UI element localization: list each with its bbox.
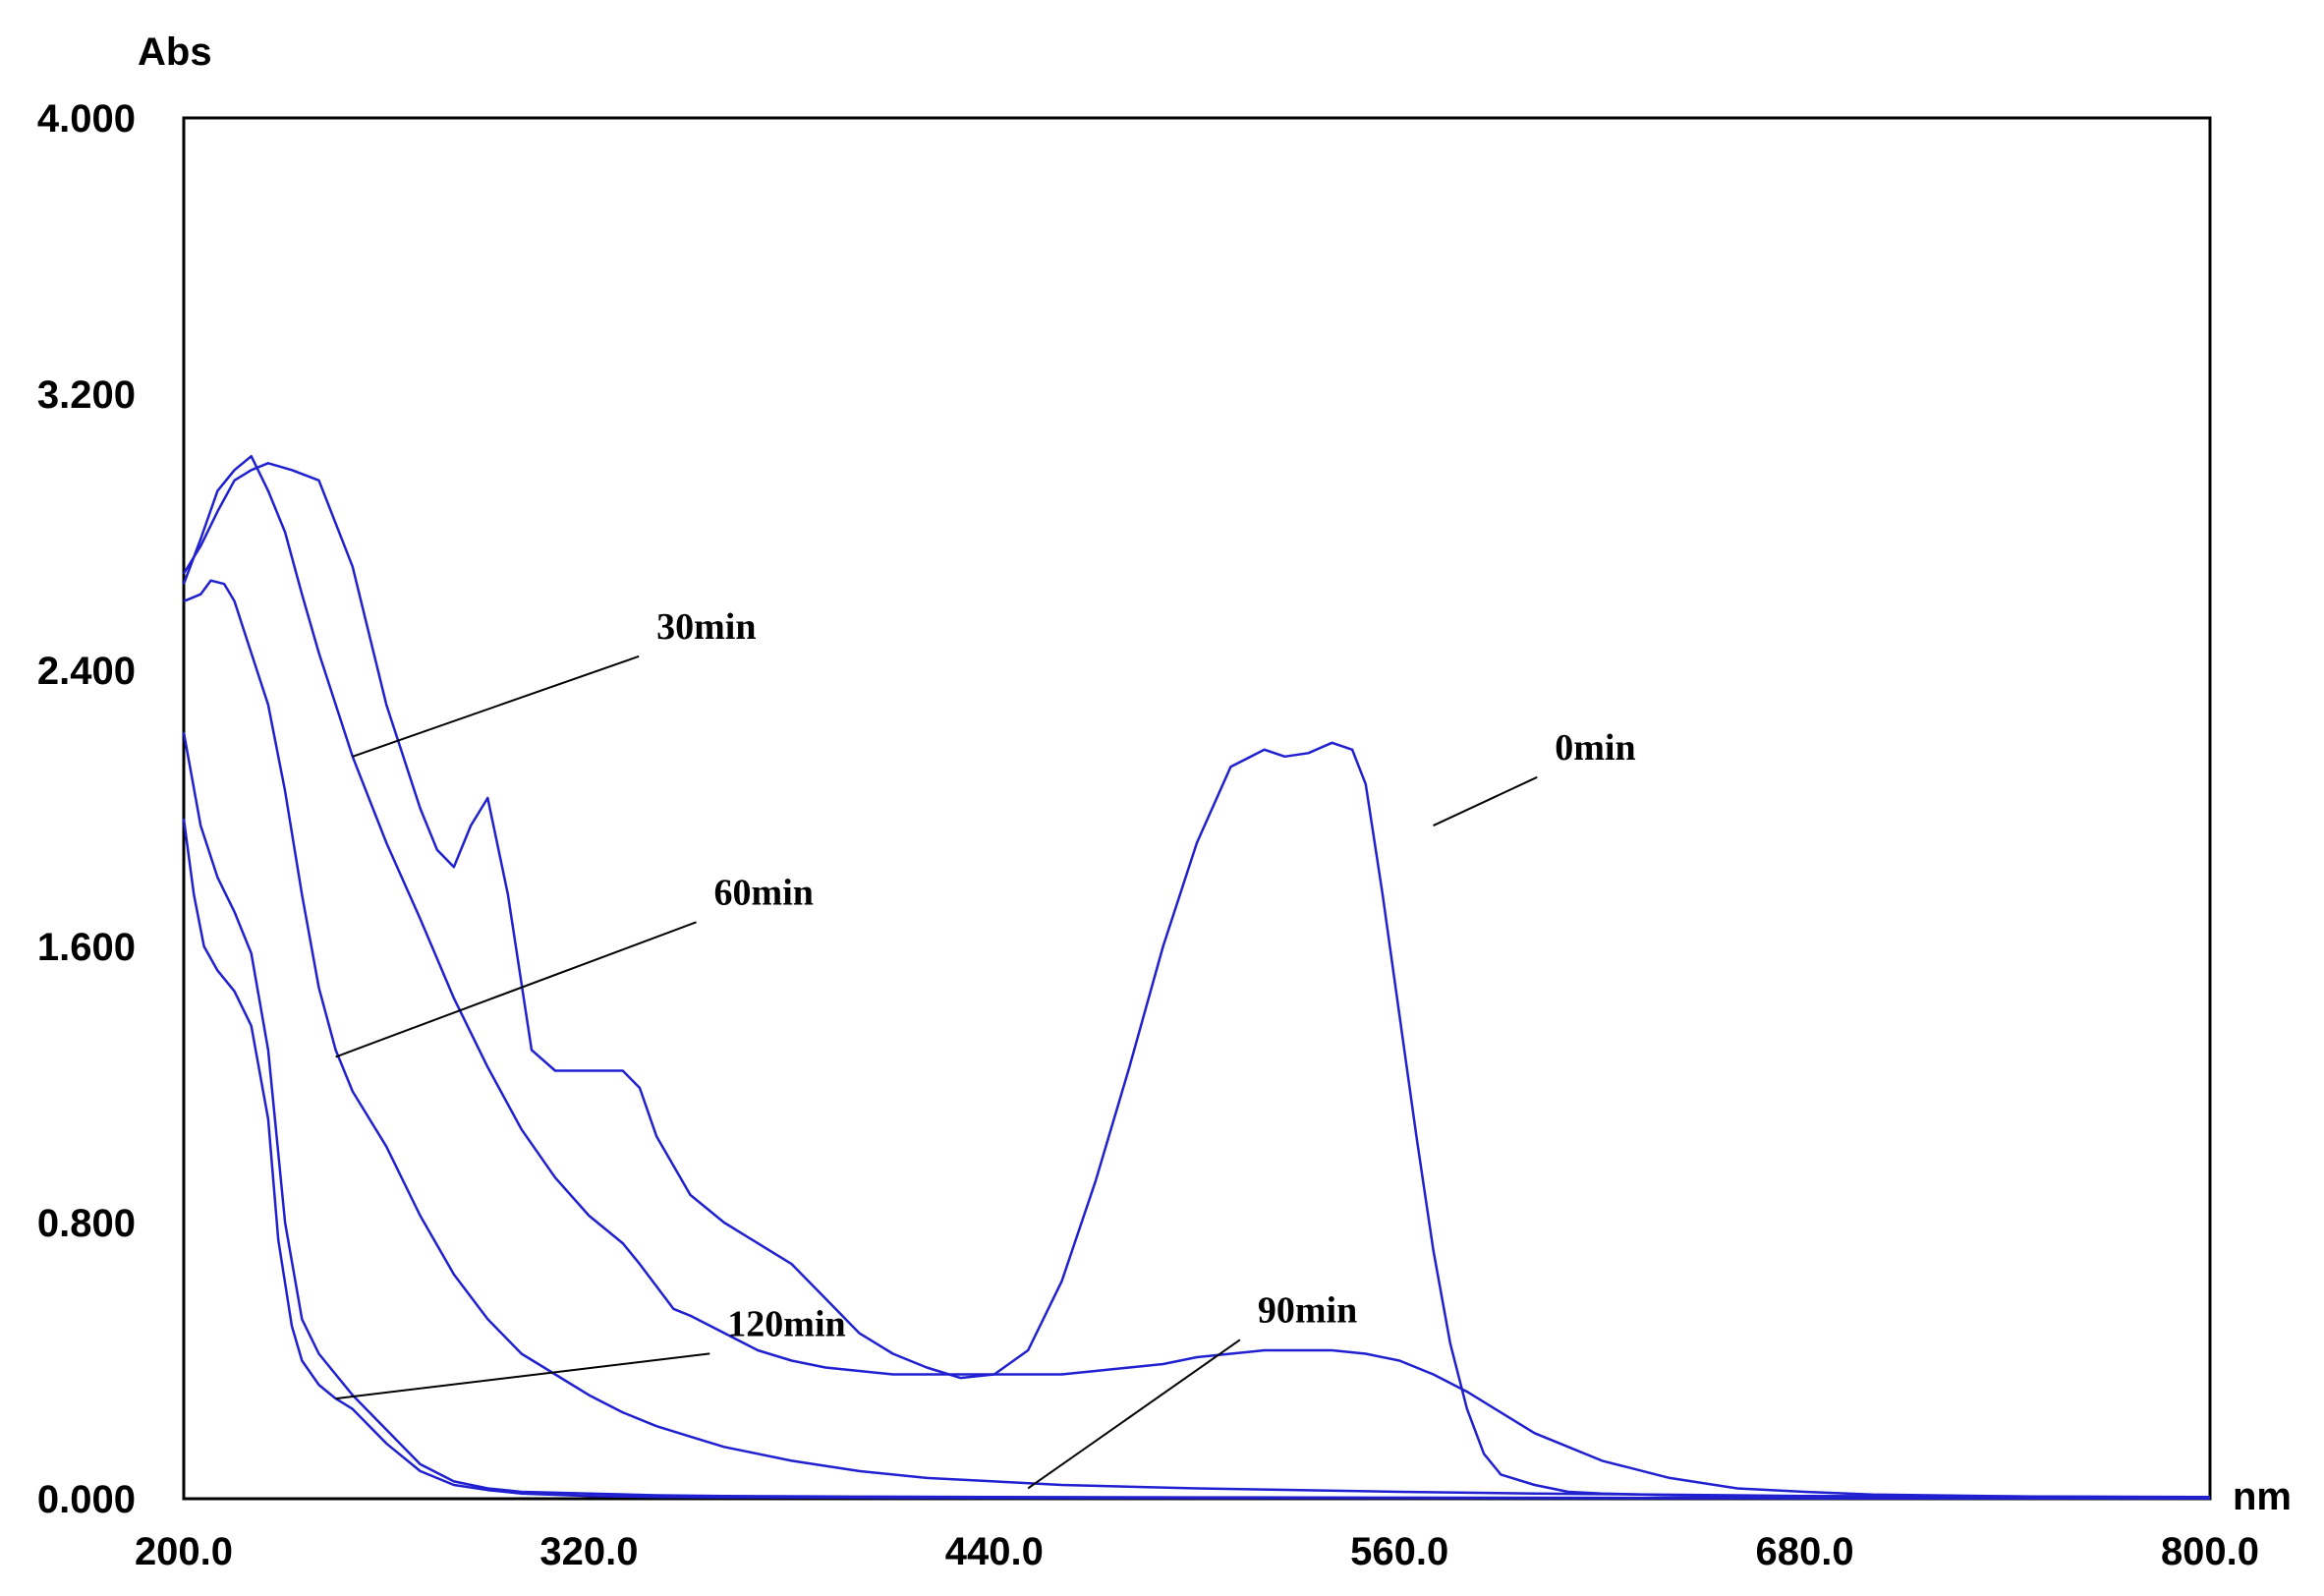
annotation-leader-line <box>1433 775 1538 826</box>
series-line-120min <box>182 818 2210 1500</box>
series-layer <box>182 454 2211 1500</box>
y-tick-label: 0.800 <box>37 1202 136 1245</box>
tick-label-layer: 200.0 320.0 440.0 560.0 680.0 800.0 0.000 0.800… <box>37 97 2259 1573</box>
series-line-60min <box>183 579 2211 1499</box>
annotation-label: 60min <box>714 872 814 913</box>
annotation-layer: 30min 60min 120min 90min 0min <box>335 606 1636 1490</box>
x-tick-label: 200.0 <box>135 1530 233 1573</box>
annotation-label: 120min <box>727 1303 845 1344</box>
annotation-leader-line <box>1027 1339 1241 1490</box>
x-tick-label: 680.0 <box>1756 1530 1854 1573</box>
series-line-0min <box>182 462 2211 1500</box>
y-axis-label: Abs <box>138 30 212 74</box>
x-tick-label: 560.0 <box>1350 1530 1448 1573</box>
annotation-leader-line <box>335 921 697 1058</box>
x-tick-label: 440.0 <box>945 1530 1044 1573</box>
x-tick-label: 320.0 <box>539 1530 638 1573</box>
y-tick-label: 0.000 <box>37 1478 136 1521</box>
series-line-30min <box>182 454 2211 1499</box>
annotation-leader-line <box>335 1352 710 1400</box>
x-axis-label: nm <box>2233 1475 2292 1518</box>
y-tick-label: 1.600 <box>37 926 136 969</box>
annotation-label: 90min <box>1258 1289 1357 1331</box>
y-tick-label: 2.400 <box>37 650 136 693</box>
y-tick-label: 4.000 <box>37 97 136 141</box>
x-tick-label: 800.0 <box>2161 1530 2259 1573</box>
annotation-leader-line <box>352 655 640 758</box>
y-tick-label: 3.200 <box>37 373 136 417</box>
annotation-label: 0min <box>1555 727 1635 769</box>
annotation-label: 30min <box>656 606 756 648</box>
